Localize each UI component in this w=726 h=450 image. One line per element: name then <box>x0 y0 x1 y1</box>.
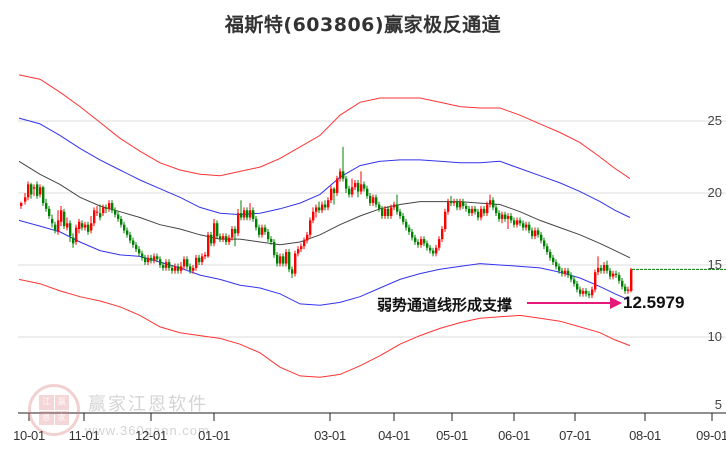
outer_lower-line <box>18 278 631 378</box>
x-tick-label: 08-01 <box>629 428 661 443</box>
y-tick-label: 15 <box>707 257 722 272</box>
watermark-logo-char: 江 <box>39 395 54 410</box>
watermark-logo-icon: 江 赢 恩 家 <box>28 384 80 436</box>
channel-bands <box>18 74 631 378</box>
support-annotation-label: 弱势通道线形成支撑 <box>377 296 513 314</box>
watermark-logo-char: 家 <box>54 410 69 425</box>
x-tick-label: 06-01 <box>498 428 530 443</box>
x-tick-label: 04-01 <box>378 428 410 443</box>
support-arrow <box>527 297 622 309</box>
y-tick-label: 5 <box>714 397 722 412</box>
watermark-logo-char: 恩 <box>39 410 54 425</box>
x-tick-label: 11-01 <box>68 428 100 443</box>
x-tick-label: 12-01 <box>135 428 167 443</box>
middle-line <box>18 160 631 259</box>
x-tick-label: 03-01 <box>314 428 346 443</box>
price-candles <box>20 146 633 299</box>
y-tick-label: 25 <box>707 113 722 128</box>
outer_upper-line <box>18 74 631 180</box>
inner_lower-line <box>18 219 629 306</box>
x-tick-label: 07-01 <box>559 428 591 443</box>
chart-title: 福斯特(603806)赢家极反通道 <box>224 14 502 36</box>
x-tick-label: 05-01 <box>436 428 468 443</box>
x-tick-label: 09-01 <box>696 428 726 443</box>
watermark-url: www.360gann.com <box>85 423 210 438</box>
support-annotation-value: 12.5979 <box>623 293 685 312</box>
y-tick-label: 20 <box>707 185 722 200</box>
watermark-logo-char: 赢 <box>54 395 69 410</box>
inner_upper-line <box>18 117 631 218</box>
y-tick-label: 10 <box>707 329 722 344</box>
watermark-brand: 赢家江恩软件 <box>88 394 208 415</box>
x-tick-label: 10-01 <box>13 428 45 443</box>
x-tick-label: 01-01 <box>198 428 230 443</box>
